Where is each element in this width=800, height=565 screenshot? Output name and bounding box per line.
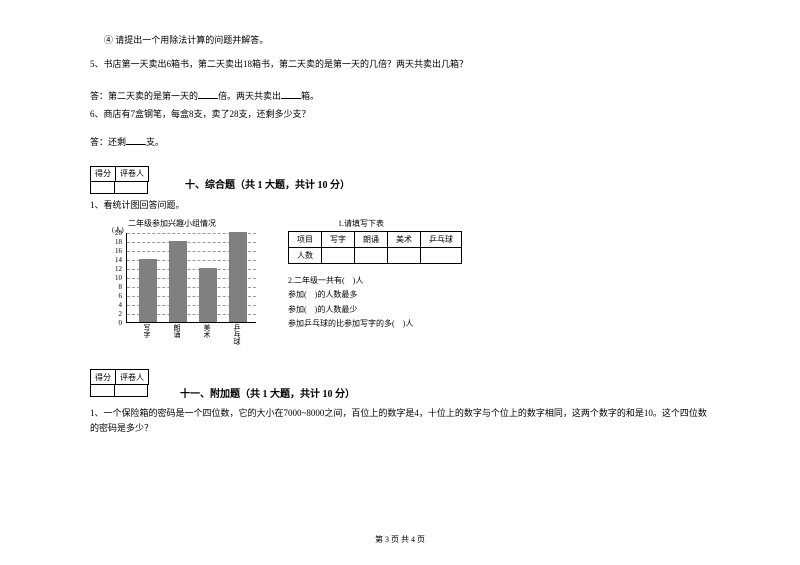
y-axis-labels: 02468101214161820	[110, 233, 124, 323]
blank	[126, 135, 146, 145]
text: 答：第二天卖的是第一天的	[90, 91, 198, 101]
s11-question-1: 1、一个保险箱的密码是一个四位数，它的大小在7000~8000之间，百位上的数字…	[90, 406, 710, 437]
y-tick: 8	[119, 283, 123, 291]
score-cell	[90, 182, 114, 194]
question-6: 6、商店有7盒钢笔，每盒8支，卖了28支，还剩多少支？	[90, 108, 710, 122]
y-tick: 0	[119, 319, 123, 327]
answer-5: 答：第二天卖的是第一天的 倍。两天共卖出 箱。	[90, 89, 710, 104]
header-cell: 项目	[289, 232, 322, 248]
text: 2.二年级一共有(	[288, 276, 345, 285]
text: 答：还剩	[90, 137, 126, 147]
table-title: 1.请填写下表	[338, 218, 462, 229]
cell	[355, 248, 388, 264]
cell	[322, 248, 355, 264]
text: 参加(	[288, 305, 307, 314]
note-line: 参加( )的人数最少	[288, 303, 462, 317]
y-tick: 14	[115, 256, 122, 264]
text: )的人数最少	[315, 305, 358, 314]
s10-question-1: 1、看统计图回答问题。	[90, 199, 710, 213]
note-line: 参加( )的人数最多	[288, 288, 462, 302]
header-cell: 写字	[322, 232, 355, 248]
bar	[139, 259, 157, 322]
chart-title: 二年级参加兴趣小组情况	[128, 218, 270, 229]
question-4: ④ 请提出一个用除法计算的问题并解答。	[104, 34, 710, 48]
y-tick: 4	[119, 301, 123, 309]
table-data-row: 人数	[289, 248, 462, 264]
text: 箱。	[301, 91, 319, 101]
grader-cell	[114, 182, 148, 194]
score-label: 得分	[91, 167, 116, 181]
y-tick: 12	[115, 265, 122, 273]
section-10-title: 十、综合题（共 1 大题，共计 10 分）	[185, 176, 710, 191]
header-cell: 美术	[388, 232, 421, 248]
notes: 2.二年级一共有( )人 参加( )的人数最多 参加( )的人数最少 参加乒乓球…	[288, 274, 462, 332]
x-tick: 乒 乓 球	[228, 325, 246, 346]
header-cell: 乒乓球	[421, 232, 462, 248]
note-line: 2.二年级一共有( )人	[288, 274, 462, 288]
x-tick: 美 术	[198, 325, 216, 339]
header-cell: 朗诵	[355, 232, 388, 248]
score-cell	[90, 385, 114, 397]
cell	[388, 248, 421, 264]
page-footer: 第 3 页 共 4 页	[0, 534, 800, 545]
y-tick: 10	[115, 274, 122, 282]
blank	[198, 89, 218, 99]
y-tick: 6	[119, 292, 123, 300]
text: )人	[403, 319, 414, 328]
chart-and-table: 二年级参加兴趣小组情况 (人) 02468101214161820 写 字朗 诵…	[110, 218, 710, 343]
y-tick: 20	[115, 229, 122, 237]
table-side: 1.请填写下表 项目写字朗诵美术乒乓球 人数 2.二年级一共有( )人 参加( …	[288, 218, 462, 343]
y-tick: 16	[115, 247, 122, 255]
section-11-title: 十一、附加题（共 1 大题，共计 10 分）	[180, 385, 710, 400]
cell	[421, 248, 462, 264]
grader-cell	[114, 385, 148, 397]
text: 参加(	[288, 290, 307, 299]
data-table: 项目写字朗诵美术乒乓球 人数	[288, 231, 462, 264]
grader-label: 评卷人	[116, 167, 148, 181]
bar	[169, 241, 187, 322]
question-5: 5、书店第一天卖出6箱书，第二天卖出18箱书，第二天卖的是第一天的几倍？两天共卖…	[90, 58, 710, 72]
bar	[199, 268, 217, 322]
text: )的人数最多	[315, 290, 358, 299]
note-line: 参加乒乓球的比参加写字的多( )人	[288, 317, 462, 331]
x-axis-labels: 写 字朗 诵美 术乒 乓 球	[126, 325, 256, 341]
text: 支。	[146, 137, 164, 147]
grader-label: 评卷人	[116, 370, 148, 384]
blank	[281, 89, 301, 99]
y-tick: 2	[119, 310, 123, 318]
y-tick: 18	[115, 238, 122, 246]
row-label: 人数	[289, 248, 322, 264]
score-label: 得分	[91, 370, 116, 384]
text: )人	[353, 276, 364, 285]
answer-6: 答：还剩 支。	[90, 135, 710, 150]
text: 参加乒乓球的比参加写字的多(	[288, 319, 395, 328]
bar-chart: 二年级参加兴趣小组情况 (人) 02468101214161820 写 字朗 诵…	[110, 218, 270, 343]
table-header-row: 项目写字朗诵美术乒乓球	[289, 232, 462, 248]
x-tick: 朗 诵	[168, 325, 186, 339]
text: 倍。两天共卖出	[218, 91, 281, 101]
bar	[229, 232, 247, 322]
chart-plot	[126, 233, 256, 323]
x-tick: 写 字	[138, 325, 156, 339]
